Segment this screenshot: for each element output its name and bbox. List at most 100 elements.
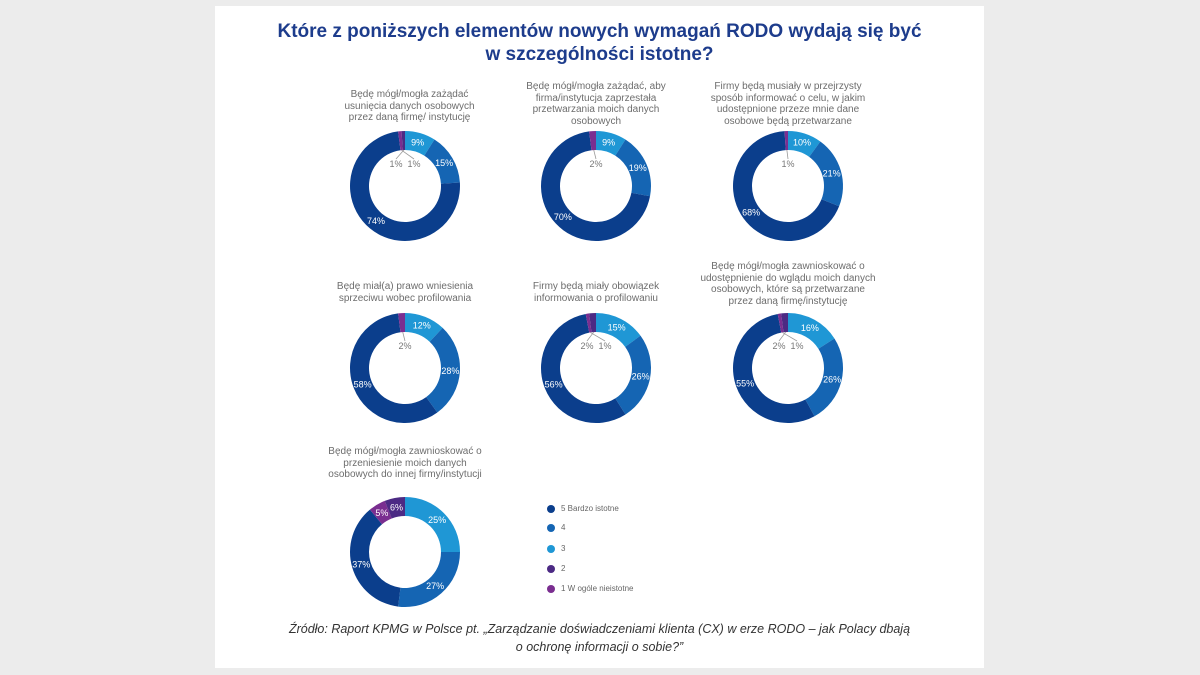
donut-value-label: 25% bbox=[428, 515, 446, 525]
donut-value-label: 21% bbox=[823, 168, 841, 178]
donut-segment-1 bbox=[585, 313, 592, 333]
legend-item-2: 2 bbox=[547, 562, 747, 576]
donut-segment-3 bbox=[405, 131, 435, 156]
leader-line bbox=[401, 149, 415, 160]
donut-value-label: 74% bbox=[367, 216, 385, 226]
legend-swatch bbox=[547, 505, 555, 513]
donut-chart: 9% 19% 70% 2% bbox=[541, 131, 651, 241]
donut-title-line: Będę miał(a) prawo wniesienia bbox=[336, 281, 474, 292]
donut-title-line: Będę mógł/mogła zawnioskować o bbox=[711, 261, 865, 272]
donut-value-label: 6% bbox=[390, 502, 403, 512]
donut-title-line: przez daną firmę/instytucję bbox=[728, 295, 848, 307]
donut-chart: 15% 26% 56% 2% 1% bbox=[541, 313, 651, 423]
donut-value-label: 15% bbox=[435, 158, 453, 168]
leader-line bbox=[782, 332, 798, 342]
donut-title-line: usunięcia danych osobowych bbox=[344, 100, 475, 112]
donut-segment-4 bbox=[615, 335, 651, 415]
donut-value-label: 28% bbox=[441, 366, 459, 376]
donut-title-line: Firmy będą musiały w przejrzysty bbox=[714, 81, 862, 92]
donut-segment-4 bbox=[809, 141, 843, 207]
donut-segment-5 bbox=[733, 313, 815, 423]
leader-line bbox=[590, 332, 606, 342]
donut-title-line: firma/instytucja zaprzestała bbox=[535, 92, 657, 104]
donut-segment-5 bbox=[350, 131, 460, 241]
donut-value-label: 16% bbox=[801, 323, 819, 333]
donut-title: Firmy będą musiały w przejrzysty sposób i… bbox=[688, 81, 888, 127]
donut-value-label: 26% bbox=[632, 372, 650, 382]
donut-small-label: 1% bbox=[407, 159, 420, 169]
donut-segment-1 bbox=[398, 313, 405, 333]
donut-segment-2 bbox=[384, 497, 405, 519]
donut-segment-4 bbox=[426, 327, 460, 413]
donut-value-label: 56% bbox=[545, 380, 563, 390]
donut-segment-1 bbox=[369, 500, 392, 525]
donut-value-label: 68% bbox=[742, 208, 760, 218]
donut-title: Będę mógł/mogła zażądać usunięcia danych … bbox=[310, 89, 510, 124]
donut-title-line: przeniesienie moich danych bbox=[343, 457, 467, 469]
legend-label: 3 bbox=[561, 544, 566, 553]
donut-small-label: 1% bbox=[598, 341, 611, 351]
donut-value-label: 5% bbox=[375, 508, 388, 518]
donut-segment-3 bbox=[788, 313, 835, 349]
donut-chart: 10% 21% 68% 1% bbox=[733, 131, 843, 242]
donut-small-label: 1% bbox=[781, 159, 794, 169]
legend-swatch bbox=[547, 585, 555, 593]
legend-item-5: 5 Bardzo istotne bbox=[547, 502, 747, 516]
donut-segment-3 bbox=[596, 313, 641, 347]
donut-segment-3 bbox=[405, 313, 443, 342]
donut-segment-4 bbox=[615, 139, 651, 197]
donut-small-label: 2% bbox=[589, 159, 602, 169]
donut-title: Będę mógł/mogła zawnioskować o przeniesie… bbox=[305, 446, 505, 481]
donut-chart: 12% 28% 58% 2% bbox=[350, 313, 460, 423]
donut-title-line: osobowych, które są przetwarzane bbox=[711, 284, 865, 295]
donut-segment-4 bbox=[424, 139, 460, 184]
donut-chart: 16% 26% 55% 2% 1% bbox=[733, 313, 843, 423]
donut-small-label: 2% bbox=[398, 341, 411, 351]
donut-title-line: udostępnione przeze mnie dane bbox=[716, 104, 860, 115]
donut-value-label: 9% bbox=[411, 137, 424, 147]
source-line: o ochronę informacji o sobie?” bbox=[515, 640, 684, 654]
donut-title-line: osobowych bbox=[570, 115, 622, 127]
donut-chart: 25% 27% 37% 5%6% bbox=[350, 497, 460, 607]
donut-value-label: 19% bbox=[629, 163, 647, 173]
donut-value-label: 26% bbox=[823, 374, 841, 384]
donut-title-line: Firmy będą miały obowiązek bbox=[532, 281, 660, 292]
donut-segment-3 bbox=[788, 131, 821, 157]
legend-swatch bbox=[547, 524, 555, 532]
donut-segment-4 bbox=[398, 552, 460, 607]
donut-segment-5 bbox=[733, 131, 840, 242]
donut-title-line: sprzeciwu wobec profilowania bbox=[338, 292, 472, 304]
leader-line bbox=[786, 149, 789, 160]
donut-value-label: 70% bbox=[554, 212, 572, 222]
legend-item-4: 4 bbox=[547, 521, 747, 535]
donut-title-line: udostępnienie do wglądu moich danych bbox=[700, 272, 876, 284]
donut-segment-4 bbox=[805, 338, 843, 417]
page-title: Które z poniższych elementów nowych wyma… bbox=[215, 20, 984, 66]
donut-segment-1 bbox=[777, 313, 784, 333]
donut-segment-5 bbox=[350, 509, 401, 607]
donut-title-line: Będę mógł/mogła zażądać bbox=[350, 89, 469, 100]
leader-line bbox=[402, 331, 406, 342]
legend-swatch bbox=[547, 545, 555, 553]
source-line: Źródło: Raport KPMG w Polsce pt. „Zarząd… bbox=[288, 622, 911, 636]
donut-title: Będę miał(a) prawo wniesienia sprzeciwu w… bbox=[305, 281, 505, 304]
donut-value-label: 58% bbox=[354, 380, 372, 390]
source-note: Źródło: Raport KPMG w Polsce pt. „Zarząd… bbox=[215, 620, 984, 656]
donut-value-label: 27% bbox=[426, 581, 444, 591]
legend-swatch bbox=[547, 565, 555, 573]
donut-segment-5 bbox=[541, 131, 651, 241]
title-line: w szczególności istotne? bbox=[485, 44, 714, 65]
title-line: Które z poniższych elementów nowych wyma… bbox=[277, 21, 922, 42]
donut-title-line: osobowych do innej firmy/instytucji bbox=[328, 469, 482, 480]
donut-title-line: Będę mógł/mogła zażądać, aby bbox=[526, 81, 666, 92]
donut-value-label: 9% bbox=[602, 137, 615, 147]
donut-small-label: 2% bbox=[772, 341, 785, 351]
leader-line bbox=[395, 149, 405, 160]
donut-small-label: 2% bbox=[580, 341, 593, 351]
donut-segment-2 bbox=[589, 313, 596, 333]
donut-title: Firmy będą miały obowiązek informowania o… bbox=[496, 281, 696, 304]
donut-segment-1 bbox=[784, 131, 788, 151]
donut-title-line: informowania o profilowaniu bbox=[534, 292, 658, 304]
donut-title: Będę mógł/mogła zawnioskować o udostępnie… bbox=[688, 261, 888, 307]
donut-segment-5 bbox=[541, 313, 626, 423]
